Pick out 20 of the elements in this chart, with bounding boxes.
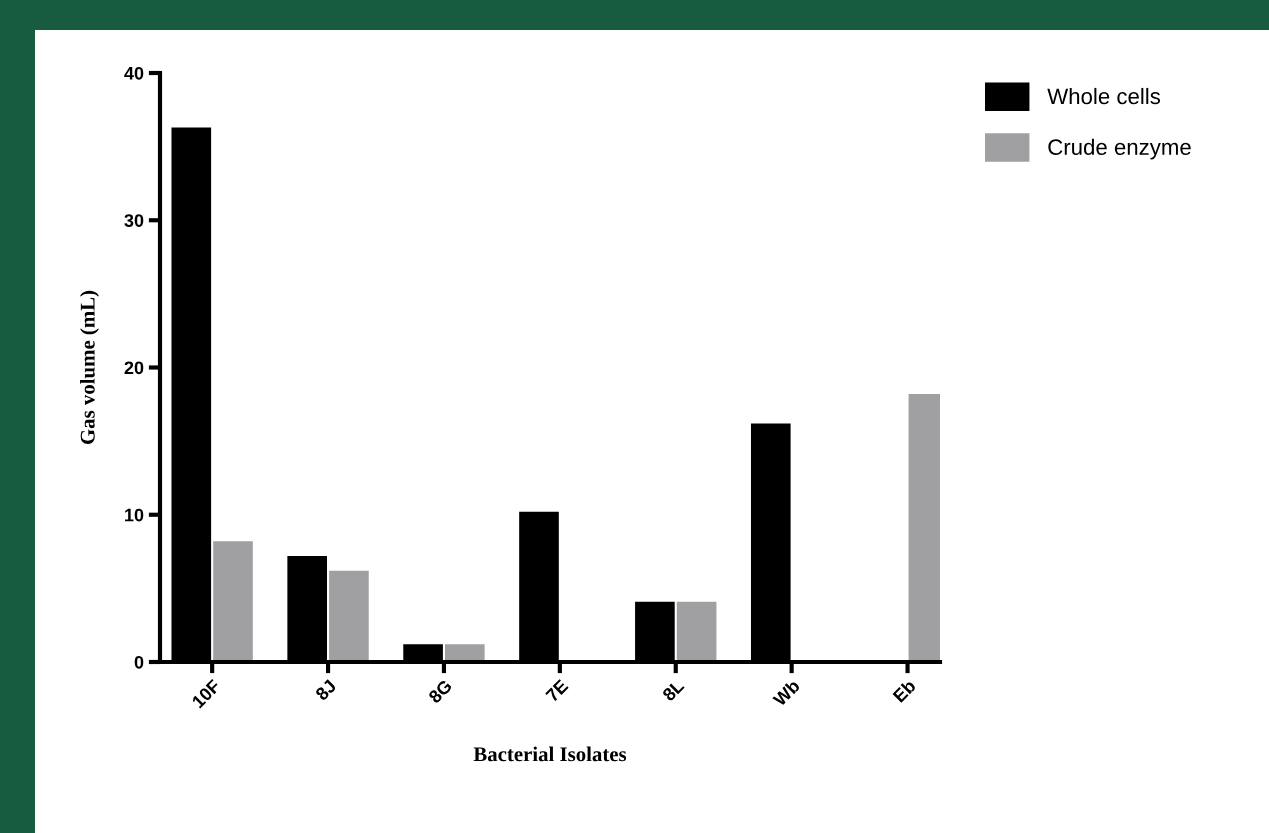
x-tick-label: 8G [427, 679, 453, 704]
y-tick-label: 20 [124, 361, 144, 375]
x-tick-label: 10F [191, 678, 222, 709]
x-tick-label: 8J [314, 679, 337, 702]
bar [445, 644, 485, 662]
y-tick-label: 0 [134, 655, 144, 669]
x-tick-label: Eb [892, 678, 917, 703]
y-axis-title: Gas volume (mL) [80, 290, 99, 445]
bar [329, 570, 369, 662]
legend-label: Whole cells [1047, 87, 1161, 105]
x-tick-label: Wb [771, 678, 801, 708]
x-tick-label: 7E [545, 678, 569, 703]
x-axis-title: Bacterial Isolates [473, 746, 627, 762]
y-tick-label: 30 [124, 214, 144, 227]
y-tick-label: 40 [124, 66, 144, 80]
y-tick-label: 10 [125, 508, 144, 522]
legend-label: Crude enzyme [1048, 138, 1191, 160]
x-tick-label: 8L [661, 678, 685, 702]
bar [676, 601, 717, 662]
bar [213, 541, 253, 662]
